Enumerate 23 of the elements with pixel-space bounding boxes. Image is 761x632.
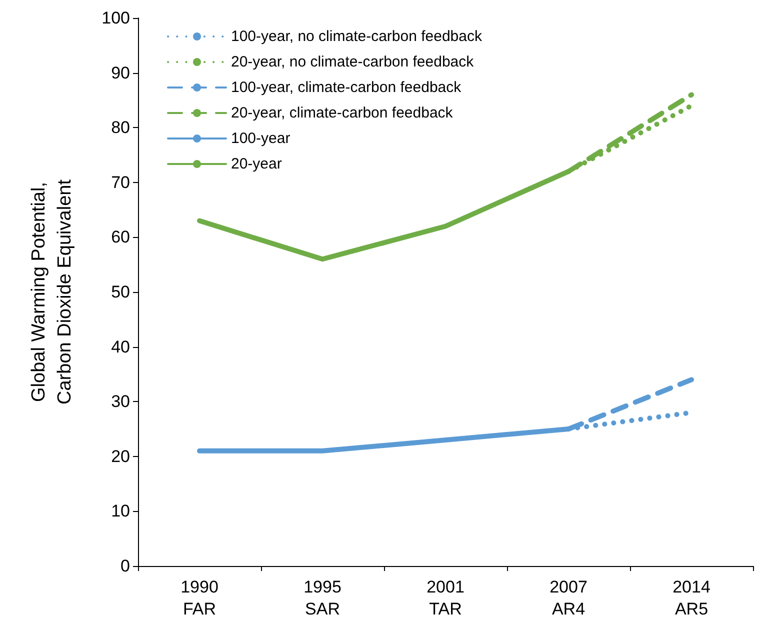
x-tick-label: 2007 AR4 (550, 578, 588, 618)
y-tick-label: 70 (111, 172, 130, 192)
legend-label: 100-year, climate-carbon feedback (231, 79, 462, 96)
y-tick-label: 100 (102, 8, 130, 28)
y-tick-label: 40 (111, 337, 130, 356)
y-tick-label: 90 (111, 63, 130, 82)
legend-label: 20-year (231, 156, 282, 172)
legend-label: 20-year, no climate-carbon feedback (231, 54, 474, 70)
x-tick-label: 1990 FAR (180, 578, 218, 618)
legend-label: 100-year (231, 130, 290, 147)
y-tick-label: 50 (111, 282, 130, 302)
x-tick-label: 2001 TAR (426, 578, 464, 618)
legend-label: 100-year, no climate-carbon feedback (231, 28, 482, 45)
y-tick-label: 30 (111, 392, 130, 412)
y-tick-label: 60 (111, 228, 130, 247)
legend-label: 20-year, climate-carbon feedback (231, 104, 454, 122)
y-tick-label: 10 (111, 502, 130, 521)
y-axis-title: Global Warming Potential, Carbon Dioxide Equivalent (28, 178, 76, 404)
y-tick-label: 20 (111, 446, 130, 466)
x-tick-label: 2014 AR5 (672, 578, 710, 618)
x-tick-label: 1995 SAR (304, 578, 342, 618)
y-tick-label: 80 (111, 118, 130, 138)
y-tick-label: 0 (120, 556, 130, 576)
